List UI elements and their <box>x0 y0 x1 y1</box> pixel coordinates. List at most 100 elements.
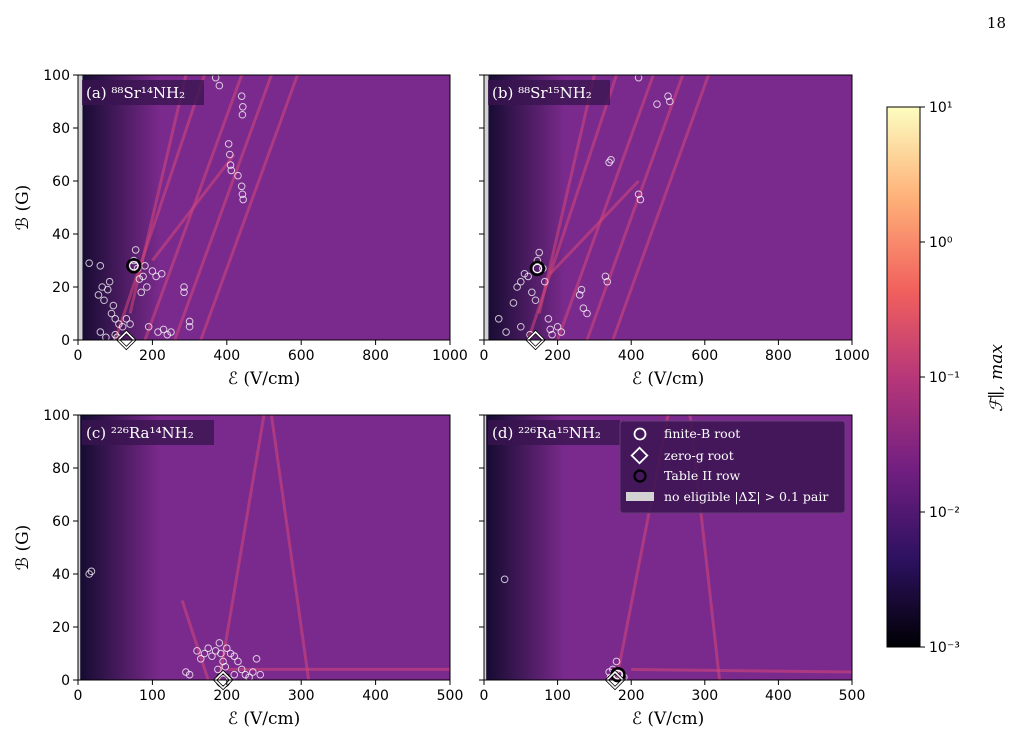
colorbar-tick-label: 10¹ <box>929 100 952 116</box>
no-eligible-band <box>78 415 81 680</box>
heatmap-b <box>484 75 852 340</box>
heatmap-dark-region <box>78 75 160 340</box>
finite-b-root-point <box>131 246 140 254</box>
panel-label-box <box>82 80 204 105</box>
finite-b-root-point <box>185 322 194 331</box>
finite-b-root-point <box>139 272 147 281</box>
x-tick-label: 800 <box>765 348 792 364</box>
y-tick-label: 40 <box>52 227 70 243</box>
axes-frame <box>483 414 853 681</box>
finite-b-root-point <box>238 103 247 111</box>
y-tick-label: 60 <box>52 174 70 190</box>
panel-c: (c) ²²⁶Ra¹⁴NH₂ 0 100 200 300 400 500 0 20 40 60 80 1… <box>13 408 463 729</box>
finite-b-root-point <box>575 291 584 299</box>
x-tick-label: 200 <box>544 348 571 364</box>
finite-b-root-point <box>238 110 247 119</box>
finite-b-root-point <box>531 296 540 305</box>
heatmap-stripe <box>631 667 852 674</box>
finite-b-root-point <box>245 673 253 680</box>
finite-b-root-point <box>548 330 556 339</box>
finite-b-root-point <box>636 195 645 204</box>
finite-b-root-point <box>211 75 220 82</box>
panel-label: (d) ²²⁶Ra¹⁵NH₂ <box>492 424 601 442</box>
finite-b-root-point <box>583 309 591 318</box>
heatmap-stripe <box>217 415 266 680</box>
finite-b-root-point <box>87 567 96 576</box>
finite-b-root-point <box>85 259 93 267</box>
finite-b-root-point <box>96 328 105 336</box>
legend-zero-marker <box>630 446 649 465</box>
panel-label: (b) ⁸⁸Sr¹⁵NH₂ <box>492 84 592 102</box>
x-axis-label: ℰ (V/cm) <box>632 369 705 389</box>
finite-b-root-point <box>653 100 661 108</box>
legend-none-marker <box>626 492 654 501</box>
finite-b-root-point <box>607 156 615 164</box>
finite-b-root-point <box>118 322 127 331</box>
x-tick-label: 300 <box>288 688 315 704</box>
finite-b-root-point <box>221 662 230 671</box>
finite-b-root-point <box>208 652 216 660</box>
finite-b-root-point <box>185 317 194 326</box>
x-tick-label: 100 <box>544 688 571 704</box>
finite-b-root-point <box>144 322 153 331</box>
finite-b-root-point <box>226 161 235 169</box>
x-tick-label: 800 <box>362 348 389 364</box>
heatmap-c <box>78 415 450 680</box>
panel-label: (c) ²²⁶Ra¹⁴NH₂ <box>86 424 194 442</box>
panel-label-box <box>488 420 620 445</box>
x-tick-label: 500 <box>839 688 866 704</box>
finite-b-root-point <box>102 333 110 340</box>
finite-b-root-point <box>167 328 175 336</box>
y-tick-label: 20 <box>52 280 70 296</box>
finite-b-root-point <box>500 575 509 584</box>
finite-b-root-point <box>612 657 621 666</box>
table-ii-row-point <box>529 260 546 277</box>
x-tick-label: 600 <box>288 348 315 364</box>
panel-label: (a) ⁸⁸Sr¹⁴NH₂ <box>86 84 185 102</box>
heatmap-stripe <box>180 600 210 680</box>
finite-b-root-point <box>148 267 157 275</box>
panel-label-group: (c) ²²⁶Ra¹⁴NH₂ <box>82 420 214 445</box>
zero-g-root-point <box>526 330 545 350</box>
zero-g-root-point <box>117 330 136 350</box>
x-tick-label: 0 <box>74 688 83 704</box>
finite-b-root-point <box>524 272 532 281</box>
x-tick-label: 400 <box>618 348 645 364</box>
colorbar-tick-label: 10⁻¹ <box>929 370 960 386</box>
heatmap-stripe <box>269 415 311 680</box>
finite-b-root-point <box>252 655 261 663</box>
legend-finite-label: finite-B root <box>664 426 740 441</box>
finite-b-root-point <box>664 92 672 100</box>
finite-b-root-point <box>509 299 518 307</box>
finite-b-root-point <box>200 649 209 658</box>
legend: finite-B root zero-g root Table II row n… <box>619 420 846 514</box>
x-axis-label: ℰ (V/cm) <box>632 709 705 729</box>
finite-b-root-point <box>224 140 233 148</box>
axes-frame <box>483 74 853 341</box>
finite-b-root-point <box>634 75 643 82</box>
finite-b-root-point <box>143 283 151 291</box>
finite-b-root-point <box>215 639 224 647</box>
finite-b-root-point <box>234 657 242 666</box>
finite-b-root-point <box>217 649 225 658</box>
y-tick-label: 100 <box>43 408 70 424</box>
y-tick-label: 0 <box>61 333 70 349</box>
heatmap-dark-region <box>484 75 565 340</box>
panel-b: (b) ⁸⁸Sr¹⁵NH₂ 0 200 400 600 800 1000 ℰ (V/cm) <box>479 74 870 389</box>
x-tick-label: 400 <box>213 348 240 364</box>
finite-b-root-point <box>237 182 246 191</box>
colorbar: 10¹ 10⁰ 10⁻¹ 10⁻² 10⁻³ ℱ∥, max <box>886 100 1007 656</box>
finite-b-root-point <box>111 315 119 323</box>
x-tick-label: 300 <box>691 688 718 704</box>
heatmap-stripe <box>199 75 299 340</box>
finite-b-root-point <box>193 647 201 655</box>
finite-b-root-point <box>157 269 166 278</box>
finite-b-root-point <box>256 670 265 679</box>
y-axis-label: ℬ (G) <box>13 185 33 231</box>
finite-b-root-point <box>553 322 562 331</box>
heatmap-a <box>78 75 450 340</box>
x-tick-label: 200 <box>618 688 645 704</box>
zero-g-root-point <box>605 670 625 690</box>
finite-b-root-point <box>528 288 536 297</box>
y-tick-label: 0 <box>61 673 70 689</box>
